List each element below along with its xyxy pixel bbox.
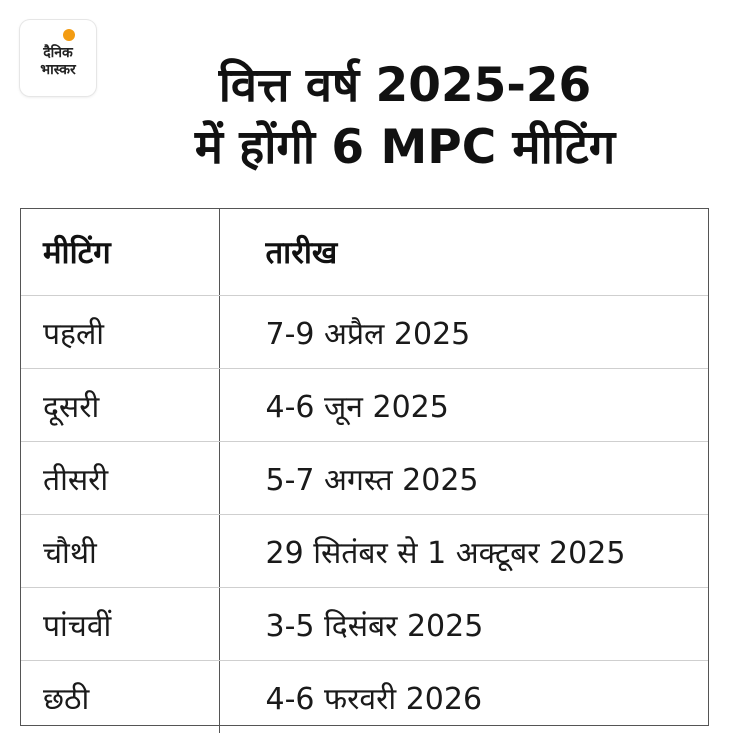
table-row: पांचवीं 3-5 दिसंबर 2025 xyxy=(21,587,708,661)
page-title: वित्त वर्ष 2025-26 में होंगी 6 MPC मीटिं… xyxy=(100,55,710,179)
meeting-cell: दूसरी xyxy=(21,368,220,442)
header-date: तारीख xyxy=(219,209,708,296)
date-cell: 4-6 फरवरी 2026 xyxy=(265,681,483,717)
table-header-row: मीटिंग तारीख xyxy=(21,209,708,296)
logo-text-line1: दैनिक xyxy=(43,45,73,61)
dainik-bhaskar-logo: दैनिक भास्कर xyxy=(20,20,96,96)
sun-icon xyxy=(63,29,75,41)
date-cell: 7-9 अप्रैल 2025 xyxy=(219,295,708,369)
title-line-2: में होंगी 6 MPC मीटिंग xyxy=(194,120,616,176)
meeting-cell: पांचवीं xyxy=(21,587,220,661)
date-cell: 3-5 दिसंबर 2025 xyxy=(219,587,708,661)
logo-text-line2: भास्कर xyxy=(40,62,76,78)
date-cell: 4-6 जून 2025 xyxy=(219,368,708,442)
meeting-cell: चौथी xyxy=(21,514,220,588)
header-meeting: मीटिंग xyxy=(21,209,220,296)
meeting-cell: पहली xyxy=(21,295,220,369)
date-cell: 5-7 अगस्त 2025 xyxy=(219,441,708,515)
table-row: दूसरी 4-6 जून 2025 xyxy=(21,368,708,442)
title-line-1: वित्त वर्ष 2025-26 xyxy=(218,58,592,114)
table-row: चौथी 29 सितंबर से 1 अक्टूबर 2025 xyxy=(21,514,708,588)
date-cell: 29 सितंबर से 1 अक्टूबर 2025 xyxy=(219,514,708,588)
table-row: छठी 4-6 फरवरी 2026 xyxy=(21,660,708,733)
meeting-cell: तीसरी xyxy=(21,441,220,515)
table-row: तीसरी 5-7 अगस्त 2025 xyxy=(21,441,708,515)
mpc-schedule-table: मीटिंग तारीख पहली 7-9 अप्रैल 2025 दूसरी … xyxy=(20,208,709,733)
schedule-table: मीटिंग तारीख पहली 7-9 अप्रैल 2025 दूसरी … xyxy=(21,209,708,733)
table-row: पहली 7-9 अप्रैल 2025 xyxy=(21,295,708,369)
meeting-cell: छठी xyxy=(21,660,220,733)
